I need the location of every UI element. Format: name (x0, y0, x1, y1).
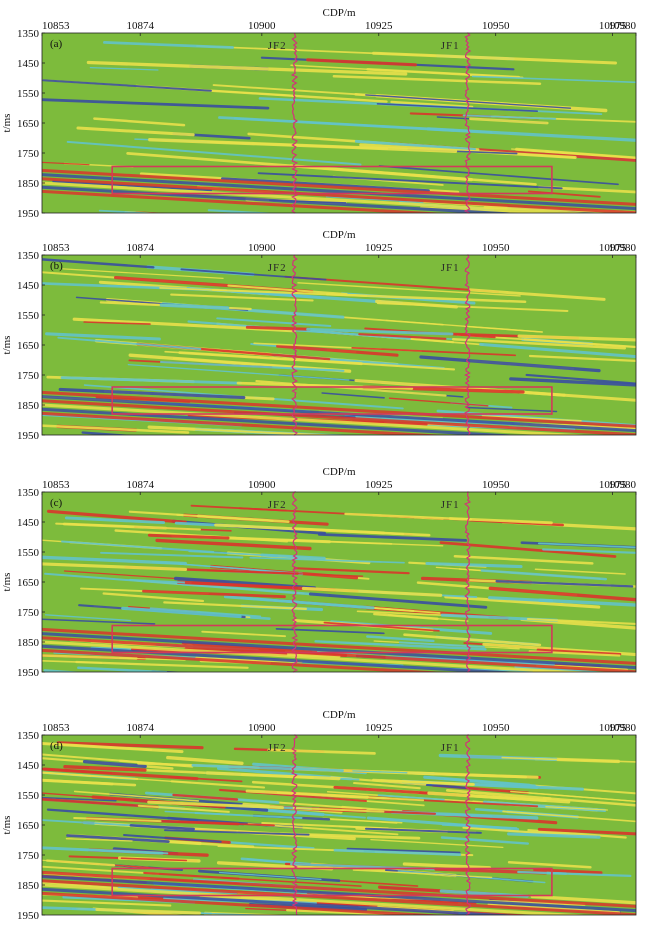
well-log-jf2 (290, 254, 299, 436)
y-tick-label: 1650 (17, 577, 40, 589)
reflection-events (42, 41, 636, 213)
y-tick-label: 1850 (17, 637, 40, 649)
y-axis-title: t/ms (1, 336, 13, 355)
y-tick-label: 1550 (17, 547, 40, 559)
y-tick-label: 1650 (17, 340, 40, 352)
y-tick-label: 1350 (17, 250, 40, 262)
x-tick-label: 10925 (365, 479, 393, 491)
well-label-jf2: JF2 (268, 499, 287, 511)
y-tick-label: 1550 (17, 790, 40, 802)
y-tick-label: 1950 (17, 208, 40, 220)
well-label-jf1: JF1 (441, 499, 460, 511)
x-tick-label: 10925 (365, 242, 393, 254)
x-axis-title: CDP/m (322, 7, 355, 19)
panel-label: (a) (50, 38, 63, 50)
well-label-jf1: JF1 (441, 40, 460, 52)
y-tick-label: 1550 (17, 88, 40, 100)
x-tick-label: 10853 (42, 722, 70, 734)
y-tick-label: 1950 (17, 667, 40, 679)
x-tick-label: 10900 (248, 479, 276, 491)
x-tick-label: 10874 (126, 722, 154, 734)
y-tick-label: 1350 (17, 730, 40, 742)
well-log-jf2 (291, 734, 299, 916)
well-log-jf1 (464, 254, 471, 436)
y-tick-label: 1750 (17, 850, 40, 862)
y-tick-label: 1650 (17, 820, 40, 832)
y-tick-label: 1850 (17, 880, 40, 892)
x-tick-label: 10980 (609, 242, 637, 254)
y-tick-label: 1450 (17, 517, 40, 529)
x-tick-label: 10900 (248, 20, 276, 32)
x-tick-label: 10853 (42, 20, 70, 32)
x-tick-label: 10925 (365, 722, 393, 734)
y-axis-title: t/ms (1, 816, 13, 835)
y-axis-title: t/ms (1, 573, 13, 592)
x-tick-label: 10853 (42, 242, 70, 254)
x-tick-label: 10980 (609, 20, 637, 32)
x-tick-label: 10874 (126, 20, 154, 32)
well-log-jf2 (290, 32, 299, 214)
x-tick-label: 10975 (599, 20, 627, 32)
well-log-jf1 (464, 491, 472, 673)
y-tick-label: 1750 (17, 148, 40, 160)
x-tick-label: 10925 (365, 20, 393, 32)
x-tick-label: 10950 (482, 20, 510, 32)
well-label-jf2: JF2 (268, 262, 287, 274)
x-axis-title: CDP/m (322, 229, 355, 241)
y-tick-label: 1750 (17, 370, 40, 382)
y-tick-label: 1450 (17, 58, 40, 70)
panel-d: JF2 JF1 (d) CDP/m 10853 10874 10900 10925 10950 1… (1, 709, 637, 922)
panel-label: (b) (50, 260, 63, 272)
x-tick-label: 10874 (126, 479, 154, 491)
x-tick-label: 10980 (609, 722, 637, 734)
x-tick-label: 10950 (482, 722, 510, 734)
x-axis-title: CDP/m (322, 466, 355, 478)
x-tick-label: 10975 (599, 722, 627, 734)
x-tick-label: 10853 (42, 479, 70, 491)
highlight-box (111, 624, 553, 654)
y-axis-title: t/ms (1, 114, 13, 133)
y-tick-label: 1450 (17, 280, 40, 292)
panel-label: (c) (50, 497, 63, 509)
well-label-jf1: JF1 (441, 742, 460, 754)
panel-b: JF2 JF1 (b) CDP/m 10853 10874 10900 10925 10950 1… (1, 229, 637, 442)
y-tick-label: 1850 (17, 178, 40, 190)
y-tick-label: 1850 (17, 400, 40, 412)
well-log-jf2 (291, 491, 299, 673)
y-tick-label: 1650 (17, 118, 40, 130)
x-tick-label: 10980 (609, 479, 637, 491)
well-log-jf1 (463, 32, 472, 214)
reflection-events (42, 258, 636, 435)
well-label-jf1: JF1 (441, 262, 460, 274)
x-tick-label: 10874 (126, 242, 154, 254)
panel-c: JF2 JF1 (c) CDP/m 10853 10874 10900 10925 10950 1… (1, 466, 637, 679)
x-tick-label: 10950 (482, 479, 510, 491)
highlight-box (111, 165, 553, 195)
x-tick-label: 10975 (599, 479, 627, 491)
x-tick-label: 10975 (599, 242, 627, 254)
y-tick-label: 1550 (17, 310, 40, 322)
x-axis-title: CDP/m (322, 709, 355, 721)
x-tick-label: 10900 (248, 242, 276, 254)
x-tick-label: 10950 (482, 242, 510, 254)
x-tick-label: 10900 (248, 722, 276, 734)
y-tick-label: 1350 (17, 28, 40, 40)
highlight-box (111, 386, 553, 415)
well-log-jf1 (464, 734, 472, 916)
well-label-jf2: JF2 (268, 40, 287, 52)
reflection-events (42, 504, 636, 672)
y-tick-label: 1350 (17, 487, 40, 499)
y-tick-label: 1950 (17, 430, 40, 442)
panel-a: JF2 JF1 (a) CDP/m 10853 10874 10900 10925 10950 1… (1, 7, 637, 220)
highlight-box (111, 867, 553, 897)
y-tick-label: 1950 (17, 910, 40, 922)
panel-label: (d) (50, 740, 63, 752)
well-label-jf2: JF2 (268, 742, 287, 754)
y-tick-label: 1750 (17, 607, 40, 619)
y-tick-label: 1450 (17, 760, 40, 772)
